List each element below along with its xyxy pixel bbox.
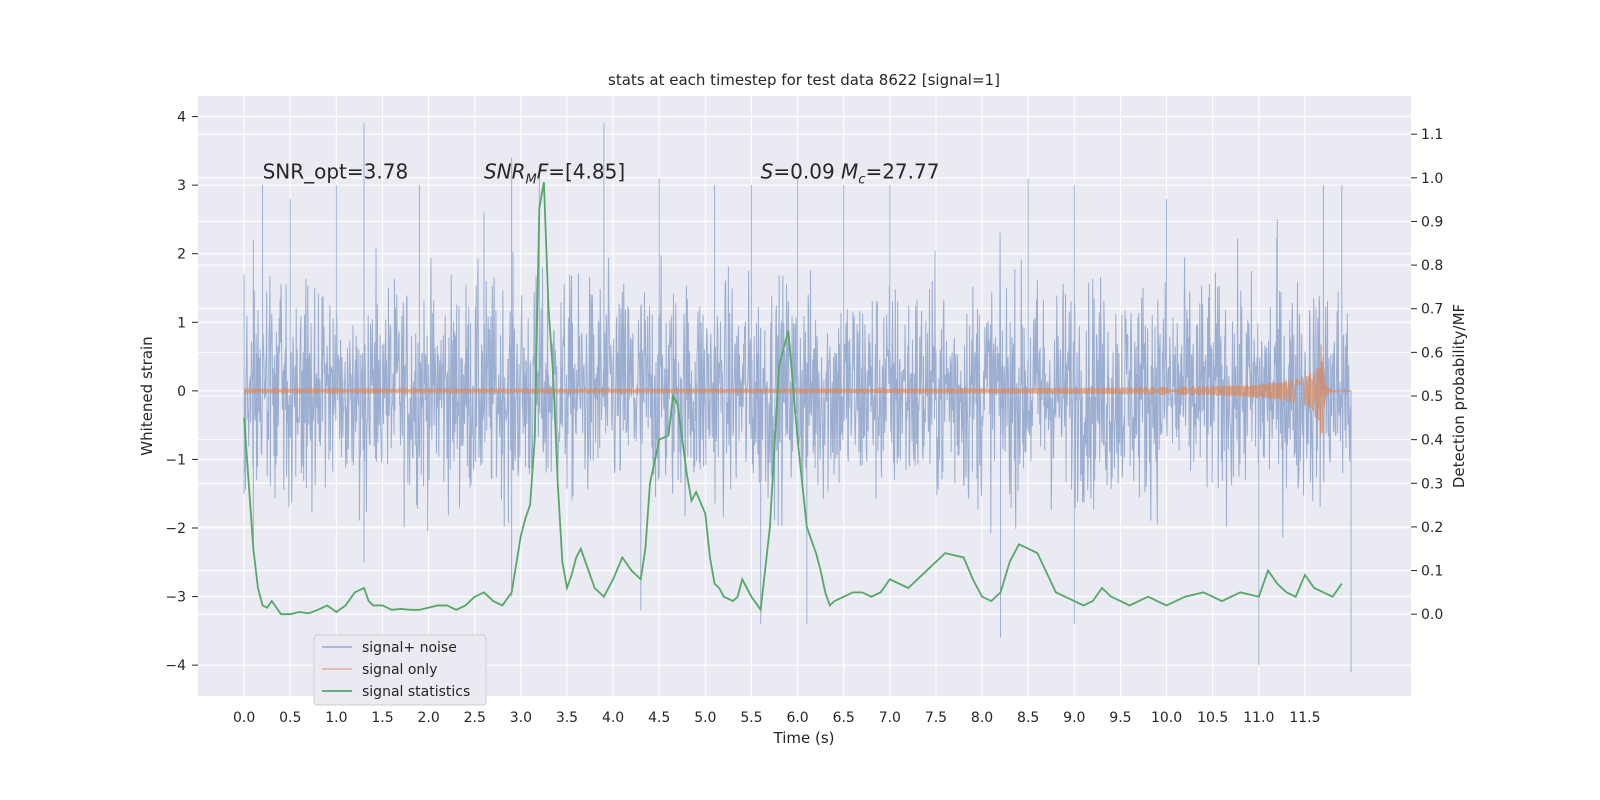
x-tick-label: 10.5 [1197, 710, 1228, 726]
x-tick-label: 11.5 [1289, 710, 1320, 726]
y-tick-label-right: 0.0 [1421, 607, 1443, 623]
legend-label-signal-statistics: signal statistics [362, 684, 470, 700]
x-tick-label: 7.5 [925, 710, 947, 726]
x-tick-label: 6.5 [833, 710, 855, 726]
x-tick-label: 9.5 [1109, 710, 1131, 726]
series-signal-only [243, 344, 1352, 435]
y-tick-label-right: 0.8 [1421, 258, 1443, 274]
x-tick-label: 2.5 [464, 710, 486, 726]
x-tick-label: 0.5 [279, 710, 301, 726]
y-axis-right-ticks: 1.1 1.0 0.9 0.8 0.7 0.6 0.5 0.4 0.3 0.2 0.1 0.0 [1411, 127, 1443, 623]
y-tick-label-right: 1.1 [1421, 127, 1443, 143]
signal-only-line [243, 344, 1352, 435]
x-tick-label: 7.0 [879, 710, 901, 726]
x-tick-label: 11.0 [1243, 710, 1274, 726]
legend-label-signal-noise: signal+ noise [362, 640, 457, 656]
y-tick-label-left: 3 [177, 178, 186, 194]
y-tick-label-left: −4 [165, 658, 186, 674]
y-tick-label-left: 4 [177, 110, 186, 126]
x-tick-label: 8.0 [971, 710, 993, 726]
annotation-s-mc: S=0.09 Mc=27.77 [761, 159, 940, 187]
y-tick-label-left: 2 [177, 247, 186, 263]
y-tick-label-right: 0.3 [1421, 476, 1443, 492]
y-tick-label-left: −2 [165, 521, 186, 537]
y-axis-left-ticks: 4 3 2 1 0 −1 −2 −3 −4 [165, 110, 198, 674]
legend-label-signal-only: signal only [362, 662, 437, 678]
y-tick-label-right: 0.7 [1421, 302, 1443, 318]
x-tick-label: 4.5 [648, 710, 670, 726]
x-tick-label: 5.0 [694, 710, 716, 726]
y-tick-label-right: 0.5 [1421, 389, 1443, 405]
x-tick-label: 5.5 [740, 710, 762, 726]
y-tick-label-left: 0 [177, 384, 186, 400]
y-tick-label-right: 1.0 [1421, 171, 1443, 187]
signal-statistics-line [243, 182, 1343, 616]
x-tick-label: 4.0 [602, 710, 624, 726]
x-tick-label: 3.0 [510, 710, 532, 726]
y-axis-left-label: Whitened strain [138, 336, 156, 455]
x-tick-label: 1.0 [325, 710, 347, 726]
x-tick-label: 8.5 [1017, 710, 1039, 726]
x-tick-label: 6.0 [786, 710, 808, 726]
y-tick-label-left: 1 [177, 315, 186, 331]
x-tick-label: 3.5 [556, 710, 578, 726]
series-signal-statistics [243, 182, 1343, 616]
x-tick-label: 2.0 [417, 710, 439, 726]
y-axis-right-label: Detection probability/MF [1450, 304, 1468, 488]
legend: signal+ noise signal only signal statist… [313, 634, 487, 706]
x-axis-label: Time (s) [773, 729, 835, 747]
x-axis-ticks: 0.0 0.5 1.0 1.5 2.0 2.5 3.0 3.5 4.0 4.5 5.0 5.5 6.0 6… [233, 710, 1321, 726]
annotation-snr-mf: SNRMF=[4.85] [484, 159, 625, 187]
y-tick-label-left: −1 [165, 452, 186, 468]
x-tick-label: 9.0 [1063, 710, 1085, 726]
legend-box [313, 634, 487, 706]
y-tick-label-right: 0.6 [1421, 345, 1443, 361]
chart-title: stats at each timestep for test data 862… [608, 71, 1000, 89]
annotation-snr-opt: SNR_opt=3.78 [263, 159, 409, 183]
y-tick-label-right: 0.1 [1421, 564, 1443, 580]
x-tick-label: 0.0 [233, 710, 255, 726]
y-tick-label-left: −3 [165, 590, 186, 606]
x-tick-label: 1.5 [371, 710, 393, 726]
y-tick-label-right: 0.4 [1421, 433, 1443, 449]
y-tick-label-right: 0.2 [1421, 520, 1443, 536]
y-tick-label-right: 0.9 [1421, 214, 1443, 230]
x-tick-label: 10.0 [1151, 710, 1182, 726]
